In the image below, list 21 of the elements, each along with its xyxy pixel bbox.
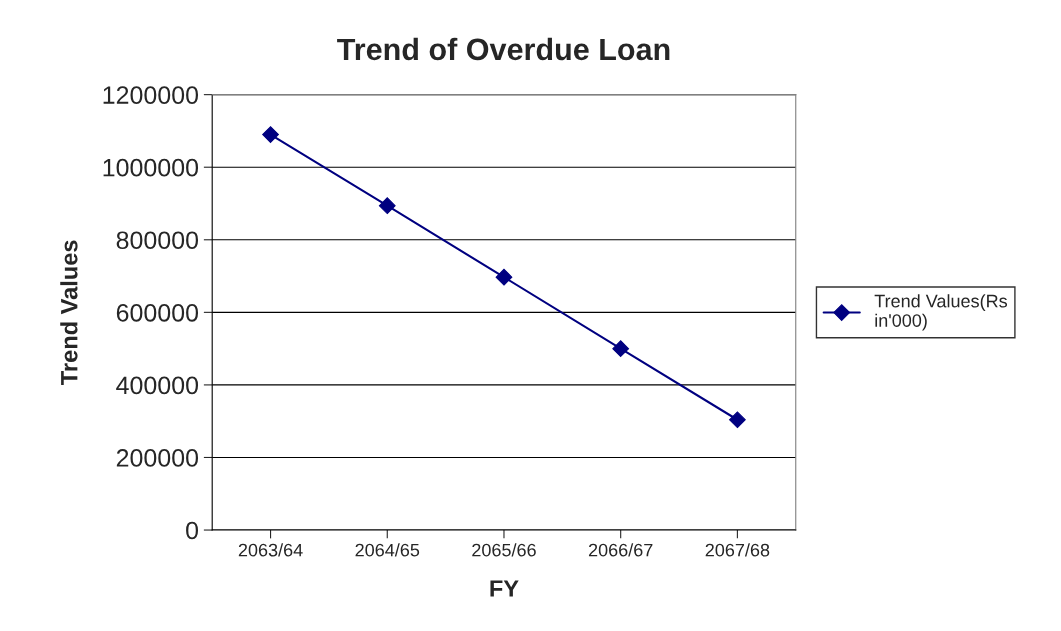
y-tick-label: 1200000	[103, 86, 199, 104]
y-tick-label: 400000	[116, 376, 199, 395]
point	[262, 126, 279, 143]
x-tick-label: 2067/68	[705, 543, 770, 557]
chart-title: Trend of Overdue Loan	[337, 37, 670, 61]
x-axis-title: FY	[490, 580, 519, 597]
x-tick-label: 2063/64	[238, 543, 303, 557]
y-tick-label: 800000	[116, 231, 199, 250]
legend-label: Trend Values(Rs in'000)	[874, 294, 1008, 331]
point	[612, 340, 630, 357]
y-tick-label: 600000	[116, 303, 199, 322]
y-axis-title: Trend Values	[60, 240, 78, 385]
y-tick-label: 1000000	[103, 158, 199, 177]
point	[729, 411, 746, 429]
y-tick-label: 200000	[116, 449, 199, 467]
x-tick-label: 2065/66	[472, 543, 536, 557]
y-tick-label: 0	[186, 521, 199, 540]
point	[378, 197, 396, 215]
x-tick-label: 2064/65	[355, 543, 420, 557]
point	[495, 268, 513, 286]
x-tick-label: 2066/67	[588, 543, 653, 557]
